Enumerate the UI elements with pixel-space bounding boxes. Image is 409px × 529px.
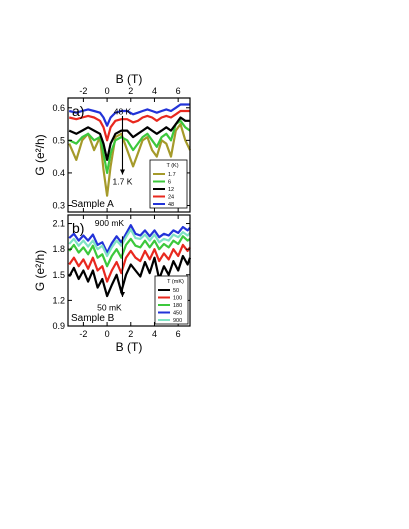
x-tick-label-top: 4: [152, 86, 157, 96]
y-tick-label: 1.2: [52, 295, 65, 305]
y-tick-label: 0.9: [52, 321, 65, 331]
series-line-6: [68, 119, 191, 174]
series-line-50: [68, 254, 192, 298]
x-tick-label-top: -2: [79, 86, 87, 96]
x-tick-label: 6: [176, 329, 181, 339]
panel-label: b): [72, 220, 84, 236]
x-tick-label: 0: [105, 329, 110, 339]
plot-frame: [67, 214, 191, 327]
annotation-text: 48 K: [114, 106, 132, 116]
annotation-text: 900 mK: [95, 218, 125, 228]
annotation-text: 1.7 K: [113, 176, 133, 186]
legend-label-6: 6: [168, 180, 171, 186]
y-tick-label: 0.6: [52, 103, 65, 113]
y-tick-label: 1.5: [52, 270, 65, 280]
legend-label-100: 100: [173, 296, 182, 302]
legend-label-450: 450: [173, 311, 182, 317]
series-line-24: [68, 109, 190, 142]
legend-title: T (mK): [167, 279, 184, 285]
series-line-900: [68, 228, 191, 258]
x-tick-label: 2: [128, 329, 133, 339]
sample-label: Sample A: [71, 199, 114, 210]
panel-b: -2 0 2 4 6 B (T) 0.9 1.2 1.5 1.8 2.1 G (e²/h) b) Samp…: [33, 214, 192, 354]
legend-label-48: 48: [168, 202, 174, 208]
x-tick-label: 4: [152, 329, 157, 339]
y-tick-label: 0.5: [52, 135, 65, 145]
series-line-450: [68, 224, 191, 254]
legend-box: [154, 275, 189, 325]
legend-title: T (K): [166, 163, 178, 169]
y-axis-label: G (e²/h): [33, 134, 47, 175]
x-tick-label: -2: [79, 329, 87, 339]
series-line-12: [68, 116, 190, 161]
series-line-100: [68, 243, 191, 283]
panel-label: a): [72, 103, 84, 119]
series-line-180: [68, 235, 191, 268]
legend-label-900: 900: [173, 318, 182, 324]
legend-label-24: 24: [168, 195, 174, 201]
temperature-arrowhead: [119, 291, 125, 297]
y-tick-label: 0.3: [52, 200, 65, 210]
sample-label: Sample B: [71, 313, 115, 324]
legend-label-12: 12: [168, 187, 174, 193]
annotation-text: 50 mK: [97, 303, 122, 313]
legend-label-50: 50: [173, 288, 179, 294]
x-tick-label-top: 6: [176, 86, 181, 96]
panel-a: -2 0 2 4 6B (T)0.30.40.50.6G (e²/h)a)Sample …: [33, 72, 191, 213]
y-axis-label: G (e²/h): [33, 250, 47, 291]
y-tick-label: 2.1: [52, 219, 65, 229]
x-axis-label-top: B (T): [116, 72, 143, 86]
plot-frame: [67, 97, 191, 213]
legend-label-1.7: 1.7: [168, 172, 176, 178]
legend-label-180: 180: [173, 303, 182, 309]
y-tick-label: 0.4: [52, 168, 65, 178]
x-axis-label: B (T): [116, 340, 143, 354]
temperature-arrowhead: [119, 169, 125, 175]
x-tick-label-top: 0: [105, 86, 110, 96]
y-tick-label: 1.8: [52, 244, 65, 254]
series-line-48: [68, 103, 190, 127]
x-tick-label-top: 2: [128, 86, 133, 96]
legend-box: [149, 159, 188, 209]
series-line-1.7: [68, 122, 191, 197]
